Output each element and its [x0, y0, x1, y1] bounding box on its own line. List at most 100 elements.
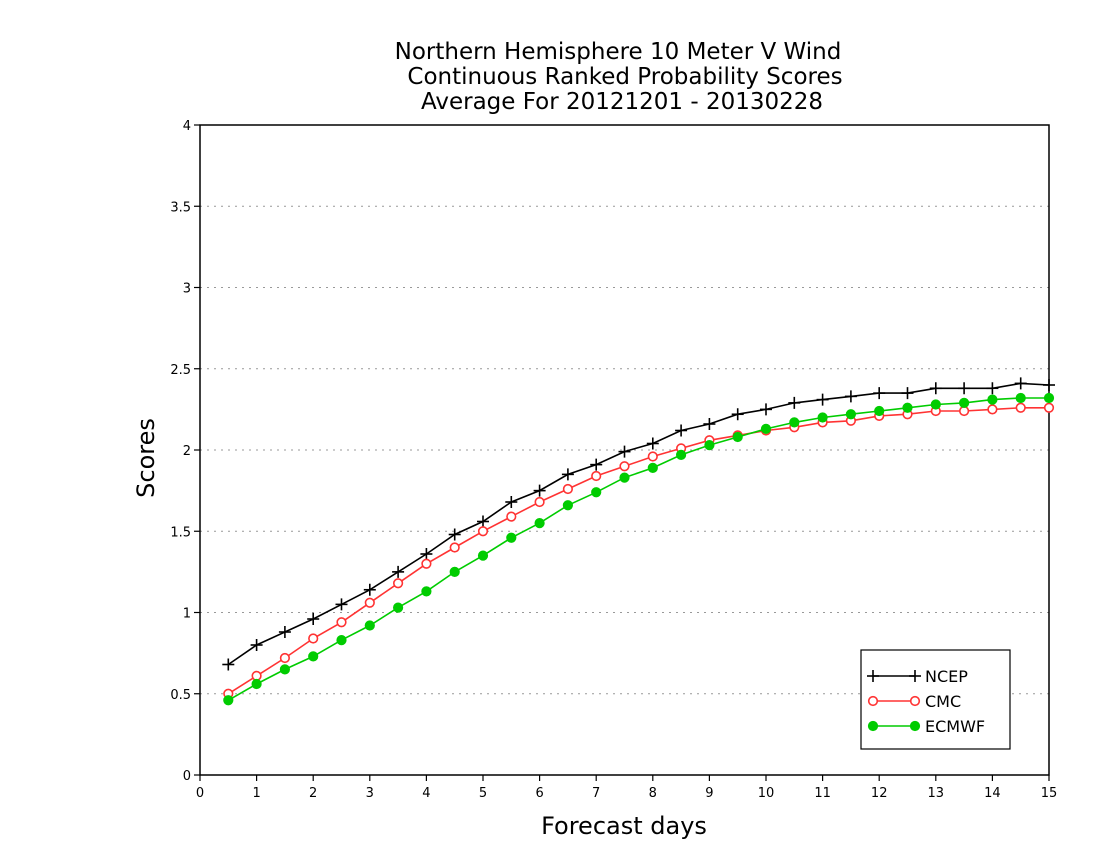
legend-marker-ncep: [909, 670, 921, 682]
data-point-ncep: [844, 390, 857, 403]
data-point-cmc: [336, 617, 347, 628]
data-point-cmc: [477, 526, 489, 537]
data-point-ncep: [618, 445, 631, 458]
legend-item-ecmwf: ECMWF: [867, 717, 985, 736]
data-point-ecmwf: [534, 518, 545, 529]
x-tick-label: 7: [592, 786, 600, 801]
x-tick-label: 14: [984, 786, 1001, 801]
data-point-cmc: [562, 483, 574, 495]
data-point-ncep: [477, 515, 489, 528]
data-point-ncep: [1043, 379, 1055, 391]
data-point-cmc: [958, 405, 970, 417]
data-point-cmc: [308, 633, 319, 644]
data-point-ncep: [307, 613, 320, 625]
y-tick-label: 3.5: [170, 200, 191, 215]
x-tick-label: 3: [366, 786, 374, 801]
data-point-ecmwf: [421, 586, 432, 597]
data-point-ecmwf: [449, 566, 460, 577]
grid-lines: [200, 124, 1049, 695]
data-point-ecmwf: [930, 399, 941, 410]
data-point-cmc: [449, 542, 460, 553]
data-point-cmc: [421, 558, 432, 569]
data-point-cmc: [619, 461, 630, 472]
data-point-ecmwf: [1015, 392, 1026, 404]
data-point-ecmwf: [308, 651, 319, 662]
data-point-ncep: [1014, 377, 1027, 390]
x-tick-label: 13: [928, 786, 945, 801]
y-tick-label: 2.5: [170, 363, 191, 378]
data-point-ncep: [363, 583, 376, 596]
data-point-ncep: [873, 387, 886, 400]
y-tick-label: 0: [183, 769, 191, 784]
legend-label-ecmwf: ECMWF: [925, 717, 985, 736]
data-point-cmc: [1015, 402, 1026, 413]
y-tick-label: 3: [183, 282, 191, 297]
data-point-ncep: [505, 496, 518, 508]
data-point-ncep: [533, 484, 546, 497]
data-point-cmc: [1043, 402, 1055, 413]
x-tick-label: 0: [196, 786, 204, 801]
data-point-ecmwf: [789, 417, 800, 428]
legend-marker-ecmwf: [909, 720, 921, 732]
legend-box: [860, 649, 1011, 750]
x-tick-label: 11: [814, 786, 831, 801]
data-point-ecmwf: [902, 402, 913, 413]
data-point-ecmwf: [506, 532, 517, 543]
axis-ticks: [194, 124, 1050, 781]
data-point-ecmwf: [959, 397, 970, 408]
data-series: [222, 377, 1055, 706]
data-point-cmc: [647, 451, 658, 462]
y-tick-labels: 0 0.5 1 1.5 2 2.5 3 3.5 4: [170, 119, 191, 784]
data-point-ncep: [420, 548, 433, 560]
legend: NCEP CMC ECMWF: [860, 649, 1011, 750]
data-point-ncep: [392, 565, 405, 578]
data-point-cmc: [506, 511, 517, 522]
series-ecmwf: [223, 392, 1055, 706]
data-point-cmc: [393, 578, 404, 589]
data-point-ecmwf: [704, 440, 715, 451]
legend-marker-ecmwf: [867, 720, 879, 732]
x-tick-label: 15: [1041, 786, 1058, 801]
data-point-ecmwf: [336, 635, 347, 646]
data-point-ncep: [788, 396, 801, 409]
data-point-ncep: [250, 639, 263, 651]
legend-item-ncep: NCEP: [867, 667, 968, 686]
x-tick-label: 5: [479, 786, 487, 801]
data-point-ecmwf: [760, 423, 772, 434]
data-point-ncep: [929, 382, 942, 395]
series-ncep: [222, 377, 1055, 671]
data-point-ecmwf: [817, 412, 828, 423]
data-point-ncep: [335, 598, 348, 611]
legend-marker-ncep: [867, 670, 879, 682]
data-point-ecmwf: [251, 678, 262, 690]
x-tick-labels: 0 1 2 3 4 5 6 7 8 9 10 11 12 13 14 15: [196, 786, 1057, 801]
x-tick-label: 1: [252, 786, 260, 801]
data-point-cmc: [251, 670, 262, 681]
title-line-3: Average For 20121201 - 20130228: [421, 89, 823, 115]
chart-title: Northern Hemisphere 10 Meter V Wind Cont…: [395, 39, 843, 115]
series-line-ncep: [227, 382, 1050, 666]
data-point-ncep: [731, 408, 744, 421]
data-point-ecmwf: [676, 449, 687, 460]
data-point-cmc: [279, 652, 291, 664]
data-point-ncep: [986, 382, 999, 395]
data-point-ecmwf: [364, 620, 375, 631]
data-point-ncep: [278, 626, 291, 638]
data-point-ncep: [901, 387, 914, 400]
data-point-ecmwf: [393, 602, 404, 613]
legend-label-cmc: CMC: [925, 692, 961, 711]
x-tick-label: 6: [535, 786, 543, 801]
data-point-ecmwf: [874, 405, 885, 417]
data-point-ncep: [958, 382, 971, 395]
data-point-ncep: [646, 437, 659, 450]
data-point-ncep: [590, 458, 603, 471]
data-point-ecmwf: [619, 472, 630, 483]
data-point-ecmwf: [562, 500, 574, 511]
data-point-cmc: [591, 470, 602, 482]
legend-marker-cmc: [867, 695, 879, 707]
y-tick-label: 4: [183, 119, 191, 134]
data-point-ecmwf: [1043, 392, 1055, 404]
title-line-2: Continuous Ranked Probability Scores: [407, 64, 842, 90]
y-axis-title: Scores: [132, 418, 160, 498]
